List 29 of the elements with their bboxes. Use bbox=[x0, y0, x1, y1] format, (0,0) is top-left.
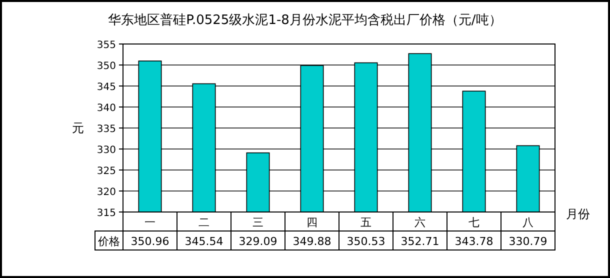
x-tick-label: 二 bbox=[198, 216, 210, 229]
x-tick-label: 五 bbox=[360, 216, 372, 229]
y-axis-title: 元 bbox=[72, 121, 84, 135]
data-label: 349.88 bbox=[292, 235, 332, 248]
y-tick-label: 350 bbox=[96, 61, 116, 72]
data-label: 350.96 bbox=[130, 235, 170, 248]
y-tick-label: 320 bbox=[96, 187, 116, 198]
data-label: 350.53 bbox=[346, 235, 386, 248]
x-tick-label: 三 bbox=[252, 216, 264, 229]
y-tick-label: 315 bbox=[96, 208, 116, 219]
y-tick-label: 330 bbox=[96, 145, 116, 156]
data-label: 343.78 bbox=[454, 235, 494, 248]
y-tick-label: 335 bbox=[96, 124, 116, 135]
x-tick-label: 六 bbox=[414, 216, 426, 229]
data-label: 330.79 bbox=[508, 235, 548, 248]
x-axis-title: 月份 bbox=[566, 207, 590, 221]
y-tick-label: 345 bbox=[96, 82, 116, 93]
data-label: 345.54 bbox=[184, 235, 224, 248]
y-tick-label: 340 bbox=[96, 103, 116, 114]
x-tick-label: 一 bbox=[144, 216, 156, 229]
x-tick-label: 七 bbox=[468, 216, 480, 229]
data-label: 329.09 bbox=[238, 235, 278, 248]
y-tick-label: 355 bbox=[96, 40, 116, 51]
y-tick-label: 325 bbox=[96, 166, 116, 177]
chart-title: 华东地区普硅P.0525级水泥1-8月份水泥平均含税出厂价格（元/吨） bbox=[108, 12, 502, 28]
x-tick-label: 四 bbox=[306, 216, 318, 229]
x-tick-label: 八 bbox=[522, 216, 534, 229]
text: 价格 bbox=[97, 235, 120, 248]
data-label: 352.71 bbox=[400, 235, 440, 248]
